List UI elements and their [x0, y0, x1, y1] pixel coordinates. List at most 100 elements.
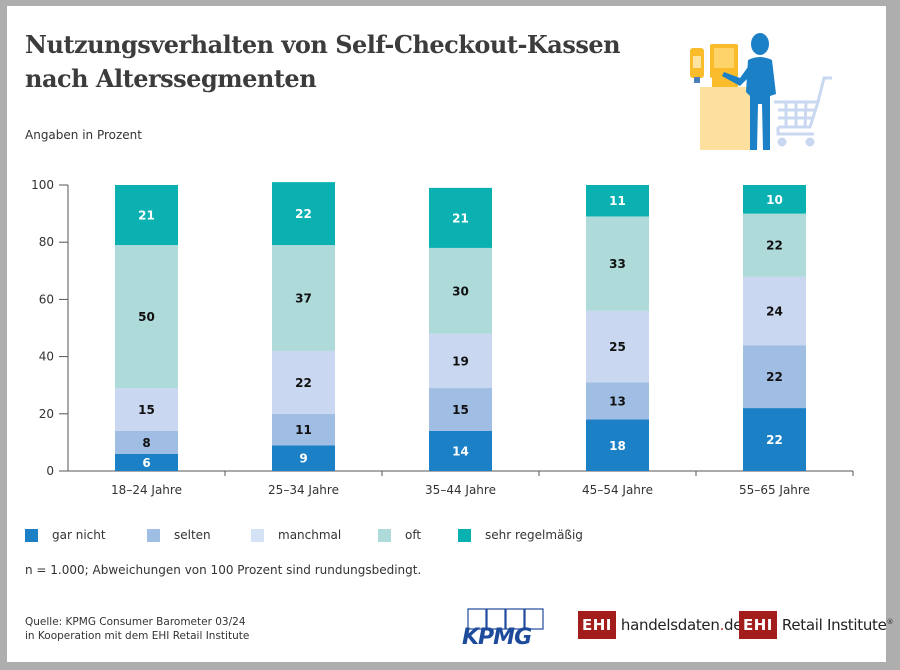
bar-segment: [272, 350, 335, 414]
bar-value-label: 11: [295, 423, 312, 437]
title-line-2: nach Alterssegmenten: [25, 64, 317, 93]
legend-swatch: [25, 528, 38, 542]
legend-label: oft: [405, 528, 422, 542]
source-line-2: in Kooperation mit dem EHI Retail Instit…: [25, 630, 250, 642]
chart-legend: gar nicht selten manchmal oft sehr regel…: [25, 528, 618, 542]
retail-institute-name: Retail Institute: [781, 616, 887, 634]
bar-segment: [115, 388, 178, 431]
chart-subtitle: Angaben in Prozent: [25, 128, 142, 142]
bar-value-label: 22: [766, 433, 783, 447]
legend-swatch: [251, 528, 264, 542]
stacked-bar-chart: 0 20 40 60 80 100 18–24 Jahre 25–34 Jahre 35–44 …: [31, 178, 854, 497]
shopping-cart: [774, 76, 832, 147]
bar-value-label: 22: [295, 376, 312, 390]
y-tick-label: 40: [39, 350, 54, 364]
bar-segment: [586, 382, 649, 420]
x-tick-label: 45–54 Jahre: [582, 483, 653, 497]
bar-value-label: 19: [452, 354, 469, 368]
bar-value-label: 8: [142, 436, 150, 450]
legend-item-gar-nicht: gar nicht: [25, 528, 147, 542]
legend-item-selten: selten: [147, 528, 251, 542]
bar-segment: [115, 430, 178, 454]
bar-segment: [429, 388, 492, 431]
bar-segment: [743, 345, 806, 409]
bar-segment: [115, 453, 178, 471]
self-checkout-illustration-icon: [690, 33, 832, 150]
bar-segment: [115, 245, 178, 389]
legend-item-oft: oft: [378, 528, 458, 542]
bar-value-label: 15: [452, 403, 469, 417]
bar-value-label: 14: [452, 444, 469, 458]
legend-swatch: [378, 528, 391, 542]
sample-footnote: n = 1.000; Abweichungen von 100 Prozent …: [25, 563, 422, 577]
bar-value-label: 22: [766, 239, 783, 253]
bar-segment: [272, 245, 335, 351]
retail-institute-wordmark: Retail Institute®: [781, 616, 894, 634]
bar-value-label: 13: [609, 394, 626, 408]
bar-value-label: 25: [609, 340, 626, 354]
bar-segment: [429, 430, 492, 471]
ehi-handelsdaten-logo: EHI handelsdaten.de: [578, 611, 742, 639]
bar-segment: [743, 185, 806, 214]
chart-bars: [115, 182, 806, 471]
bar-segment: [429, 247, 492, 334]
bar-value-label: 22: [295, 207, 312, 221]
ehi-retail-institute-logo: EHI Retail Institute®: [739, 611, 894, 639]
bar-segment: [586, 185, 649, 217]
bar-value-label: 33: [609, 257, 626, 271]
bar-segment: [586, 216, 649, 311]
source-line-1: Quelle: KPMG Consumer Barometer 03/24: [25, 616, 246, 628]
bar-value-label: 18: [609, 439, 626, 453]
bar-value-label: 30: [452, 284, 469, 298]
legend-label: manchmal: [278, 528, 342, 542]
x-tick-label: 55–65 Jahre: [739, 483, 810, 497]
legend-label: gar nicht: [52, 528, 106, 542]
person-figure: [722, 33, 776, 150]
kpmg-wordmark: KPMG: [462, 625, 532, 647]
legend-item-sehr-regelmaessig: sehr regelmäßig: [458, 528, 618, 542]
page-title: Nutzungsverhalten von Self-Checkout-Kass…: [25, 28, 621, 96]
bar-value-label: 10: [766, 193, 783, 207]
bar-segment: [586, 310, 649, 383]
bar-segment: [743, 276, 806, 346]
legend-label: sehr regelmäßig: [485, 528, 583, 542]
y-tick-label: 20: [39, 407, 54, 421]
bar-segment: [586, 419, 649, 471]
chart-value-labels: 6 8 15 50 21 9 11 22 37 22 14 15 19 30 21 18 13 25 33 11 22 2…: [138, 193, 783, 470]
y-tick-label: 100: [31, 178, 54, 192]
bar-segment: [272, 182, 335, 246]
ehi-badge: EHI: [739, 611, 777, 639]
bar-value-label: 37: [295, 291, 312, 305]
handelsdaten-wordmark: handelsdaten.de: [620, 616, 743, 634]
checkout-counter: [700, 87, 755, 150]
y-tick-label: 0: [46, 464, 54, 478]
y-tick-label: 60: [39, 292, 54, 306]
source-note: Quelle: KPMG Consumer Barometer 03/24 in…: [25, 615, 249, 643]
bar-value-label: 50: [138, 310, 155, 324]
bar-value-label: 22: [766, 370, 783, 384]
bar-value-label: 9: [299, 452, 307, 466]
x-tick-label: 18–24 Jahre: [111, 483, 182, 497]
legend-swatch: [458, 528, 471, 542]
handelsdaten-tld: de: [724, 616, 743, 634]
y-tick-label: 80: [39, 235, 54, 249]
bar-segment: [115, 185, 178, 246]
handelsdaten-dot: .: [719, 616, 725, 634]
legend-label: selten: [174, 528, 211, 542]
bar-segment: [272, 445, 335, 471]
bar-segment: [429, 333, 492, 389]
bar-value-label: 11: [609, 194, 626, 208]
bar-segment: [429, 187, 492, 248]
x-tick-label: 25–34 Jahre: [268, 483, 339, 497]
x-tick-label: 35–44 Jahre: [425, 483, 496, 497]
bar-segment: [743, 408, 806, 471]
legend-swatch: [147, 528, 160, 542]
title-line-1: Nutzungsverhalten von Self-Checkout-Kass…: [25, 30, 621, 59]
bar-value-label: 24: [766, 304, 783, 318]
registered-mark: ®: [886, 618, 894, 626]
bar-value-label: 15: [138, 403, 155, 417]
bar-value-label: 21: [138, 209, 155, 223]
ehi-badge: EHI: [578, 611, 616, 639]
handelsdaten-name: handelsdaten: [620, 616, 720, 634]
bar-segment: [272, 413, 335, 446]
